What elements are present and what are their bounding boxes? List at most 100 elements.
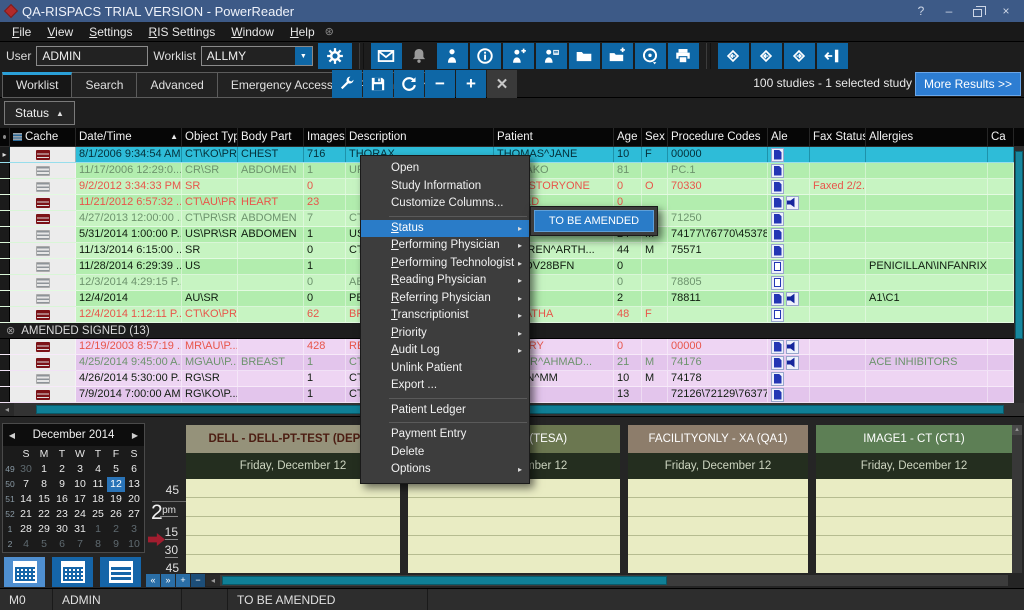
scroll-up-icon[interactable]: ▴ <box>1012 425 1022 435</box>
calendar-day[interactable]: 24 <box>74 508 86 520</box>
calendar-day[interactable]: 1 <box>41 463 47 475</box>
calendar-day[interactable]: 7 <box>23 478 29 490</box>
column-header-ale[interactable]: Ale <box>768 128 810 146</box>
calendar-day[interactable]: 4 <box>23 538 29 550</box>
calendar-day[interactable]: 8 <box>95 538 101 550</box>
submenu-item-to-be-amended[interactable]: TO BE AMENDED <box>534 210 654 232</box>
column-header-age[interactable]: Age <box>614 128 642 146</box>
calendar-day[interactable]: 3 <box>77 463 83 475</box>
calendar-day[interactable]: 15 <box>38 493 50 505</box>
calendar-day[interactable]: 14 <box>20 493 32 505</box>
calendar-day[interactable]: 10 <box>74 478 86 490</box>
calendar-day[interactable]: 6 <box>59 538 65 550</box>
calendar-day[interactable]: 31 <box>74 523 86 535</box>
print-button[interactable] <box>667 43 699 69</box>
table-vertical-scrollbar[interactable] <box>1014 147 1024 403</box>
go-last-button[interactable]: » <box>161 574 175 587</box>
more-results-button[interactable]: More Results >> <box>914 72 1021 96</box>
column-header-description[interactable]: Description <box>346 128 494 146</box>
calendar-day[interactable]: 23 <box>56 508 68 520</box>
burn-cd-button[interactable] <box>634 43 666 69</box>
column-header-sex[interactable]: Sex <box>642 128 668 146</box>
calendar-day[interactable]: 6 <box>131 463 137 475</box>
calendar-day[interactable]: 9 <box>59 478 65 490</box>
new-study-button[interactable] <box>601 43 633 69</box>
calendar-day[interactable]: 26 <box>110 508 122 520</box>
calendar-day[interactable]: 5 <box>113 463 119 475</box>
user-input[interactable] <box>36 46 149 66</box>
calendar-day[interactable]: 27 <box>128 508 140 520</box>
menubar-item-window[interactable]: Window <box>231 24 274 39</box>
settings-gear-button[interactable] <box>317 43 352 69</box>
menubar-item-file[interactable]: File <box>12 24 32 39</box>
calendar-day[interactable]: 19 <box>110 493 122 505</box>
calendar-day[interactable]: 29 <box>38 523 50 535</box>
patient-worklist-button[interactable] <box>535 43 567 69</box>
context-menu-item-reading-physician[interactable]: Reading Physician ▸ <box>361 272 529 290</box>
scroll-left-icon[interactable]: ◂ <box>0 403 14 416</box>
context-menu-item-transcriptionist[interactable]: Transcriptionist ▸ <box>361 307 529 325</box>
calendar-day[interactable]: 20 <box>128 493 140 505</box>
study-information-button[interactable] <box>469 43 501 69</box>
filter-tools-button[interactable] <box>332 70 362 98</box>
calendar-day[interactable]: 16 <box>56 493 68 505</box>
context-menu-item-payment-entry[interactable]: Payment Entry <box>391 428 467 440</box>
schedule-slots[interactable] <box>408 479 620 573</box>
context-menu-item-customize-columns[interactable]: Customize Columns... <box>391 197 504 209</box>
column-header-cache[interactable]: Cache <box>10 128 76 146</box>
context-menu-item-open[interactable]: Open <box>391 162 420 174</box>
context-menu-item-export[interactable]: Export ... <box>391 379 438 391</box>
chevron-down-icon[interactable]: ▼ <box>294 47 312 65</box>
calendar-day[interactable]: 7 <box>77 538 83 550</box>
menubar-item-settings[interactable]: Settings <box>89 24 133 39</box>
close-button[interactable]: × <box>1002 4 1010 18</box>
column-header-images[interactable]: Images <box>304 128 346 146</box>
calendar-day[interactable]: 18 <box>92 493 104 505</box>
context-menu-item-unlink-patient[interactable]: Unlink Patient <box>391 361 462 374</box>
tab-advanced[interactable]: Advanced <box>137 72 218 98</box>
calendar-day[interactable]: 3 <box>131 523 137 535</box>
column-header-allergies[interactable]: Allergies <box>866 128 988 146</box>
calendar-day[interactable]: 30 <box>20 463 32 475</box>
calendar-day[interactable]: 4 <box>95 463 101 475</box>
save-worklist-button[interactable] <box>363 70 393 98</box>
context-menu-item-audit-log[interactable]: Audit Log ▸ <box>361 342 529 360</box>
close-study-button[interactable] <box>816 43 848 69</box>
context-menu-item-study-information[interactable]: Study Information <box>391 179 482 192</box>
context-menu-item-performing-technologist[interactable]: Performing Technologist ▸ <box>361 255 529 273</box>
zoom-in-button[interactable]: + <box>176 574 190 587</box>
worklist-combo[interactable]: ALLMY ▼ <box>200 46 313 66</box>
go-first-button[interactable]: « <box>146 574 160 587</box>
previous-study-button[interactable] <box>750 43 782 69</box>
calendar-day[interactable]: 21 <box>20 508 32 520</box>
calendar-day[interactable]: 17 <box>74 493 86 505</box>
group-by-status-button[interactable]: Status ▲ <box>4 101 75 125</box>
table-row[interactable]: 5/31/2014 1:00:00 P... US\PR\SR ABDOMEN 1 US… <box>0 227 1024 243</box>
open-study-button[interactable] <box>568 43 600 69</box>
column-header-object-type[interactable]: Object Type <box>182 128 238 146</box>
zoom-out-button[interactable]: − <box>191 574 205 587</box>
calendar-day[interactable]: 13 <box>128 478 140 490</box>
minimize-button[interactable]: – <box>945 4 953 18</box>
patient-button[interactable] <box>436 43 468 69</box>
tab-emergency-access[interactable]: Emergency Access <box>217 72 347 98</box>
context-menu-item-performing-physician[interactable]: Performing Physician ▸ <box>361 237 529 255</box>
refresh-button[interactable] <box>394 70 424 98</box>
help-window-button[interactable]: ? <box>917 4 925 18</box>
menubar-item-help[interactable]: Help <box>289 24 315 39</box>
first-study-button[interactable] <box>717 43 749 69</box>
column-header-patient[interactable]: Patient <box>494 128 614 146</box>
context-menu-item-status[interactable]: Status ▸ <box>361 219 529 237</box>
calendar-day[interactable]: 9 <box>113 538 119 550</box>
clear-filter-button[interactable]: ✕ <box>487 70 517 98</box>
calendar-day[interactable]: 5 <box>41 538 47 550</box>
menubar-item-view[interactable]: View <box>47 24 74 39</box>
add-patient-button[interactable] <box>502 43 534 69</box>
context-menu-item-patient-ledger[interactable]: Patient Ledger <box>391 403 466 416</box>
column-header-ca[interactable]: Ca <box>988 128 1014 146</box>
expand-groups-button[interactable]: + <box>456 70 486 98</box>
calendar-day[interactable]: 1 <box>95 523 101 535</box>
calendar-day[interactable]: 2 <box>59 463 65 475</box>
calendar-day[interactable]: 11 <box>92 478 104 490</box>
schedule-slots[interactable] <box>628 479 808 573</box>
